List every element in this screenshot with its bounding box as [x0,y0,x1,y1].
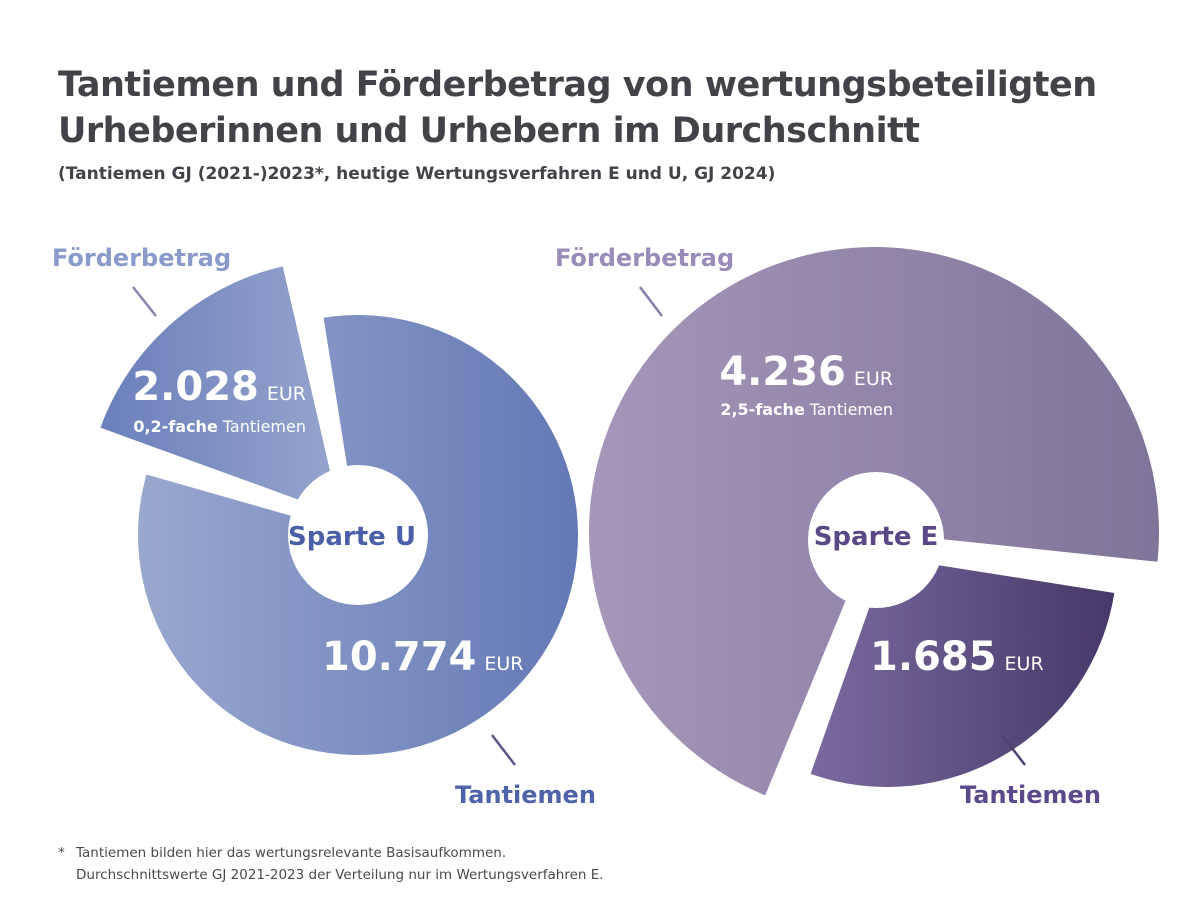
footnote-line-1: Tantiemen bilden hier das wertungsreleva… [76,845,507,861]
title-line-1: Tantiemen und Förderbetrag von wertungsb… [58,65,1097,105]
value-label-u-tantiemen: 10.774 EUR [322,634,523,680]
center-hole-e [808,472,944,608]
note-e-foerder: 2,5-fache Tantiemen [720,400,893,419]
center-hole-u [288,465,428,605]
leader-line-e-tantiemen [1001,734,1026,766]
note-u-foerder: 0,2-fache Tantiemen [133,417,306,436]
label-e-foerderbetrag: Förderbetrag [555,244,734,272]
label-u-tantiemen: Tantiemen [455,781,596,809]
value-label-e-tantiemen: 1.685 EUR [870,634,1044,680]
chart-title: Tantiemen und Förderbetrag von wertungsb… [58,62,1097,154]
leader-line-u-tantiemen [491,734,516,766]
title-line-2: Urheberinnen und Urhebern im Durchschnit… [58,111,920,151]
leader-line-e-foerder [639,286,663,317]
center-label-u: Sparte U [288,522,416,552]
footnote-marker: * [58,845,65,861]
center-label-e: Sparte E [814,522,939,552]
footnote-line-2: Durchschnittswerte GJ 2021-2023 der Vert… [76,867,604,883]
slice-e-tantiemen [810,557,1115,788]
slice-u-foerderbetrag [100,266,341,515]
label-e-tantiemen: Tantiemen [960,781,1101,809]
value-label-u-foerder: 2.028 EUR [132,364,306,410]
label-u-foerderbetrag: Förderbetrag [52,244,231,272]
leader-line-u-foerder [132,286,157,317]
chart-subtitle: (Tantiemen GJ (2021-)2023*, heutige Wert… [58,164,776,184]
value-label-e-foerder: 4.236 EUR [719,349,893,395]
footnote: * Tantiemen bilden hier das wertungsrele… [58,842,604,886]
